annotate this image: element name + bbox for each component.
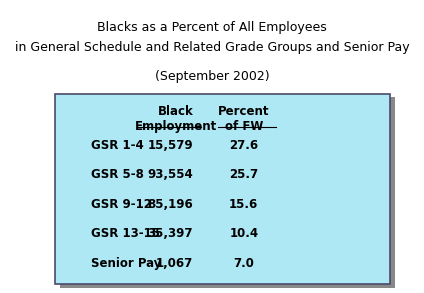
Text: Percent
of FW: Percent of FW	[218, 105, 270, 134]
Text: 93,554: 93,554	[147, 168, 193, 181]
Text: 27.6: 27.6	[229, 139, 258, 151]
Text: 85,196: 85,196	[147, 198, 193, 211]
Text: GSR 13-15: GSR 13-15	[91, 227, 160, 240]
Text: 35,397: 35,397	[148, 227, 193, 240]
Text: 1,067: 1,067	[156, 257, 193, 270]
Text: (September 2002): (September 2002)	[155, 70, 269, 83]
Text: Black
Employment: Black Employment	[135, 105, 217, 134]
Text: 25.7: 25.7	[229, 168, 258, 181]
Text: 15.6: 15.6	[229, 198, 258, 211]
Text: 7.0: 7.0	[233, 257, 254, 270]
Text: 15,579: 15,579	[147, 139, 193, 151]
Text: 10.4: 10.4	[229, 227, 258, 240]
Text: GSR 1-4: GSR 1-4	[91, 139, 144, 151]
Text: GSR 5-8: GSR 5-8	[91, 168, 144, 181]
Text: GSR 9-12: GSR 9-12	[91, 198, 152, 211]
Text: in General Schedule and Related Grade Groups and Senior Pay: in General Schedule and Related Grade Gr…	[15, 41, 409, 54]
Text: Blacks as a Percent of All Employees: Blacks as a Percent of All Employees	[97, 21, 327, 33]
Text: Senior Pay: Senior Pay	[91, 257, 162, 270]
